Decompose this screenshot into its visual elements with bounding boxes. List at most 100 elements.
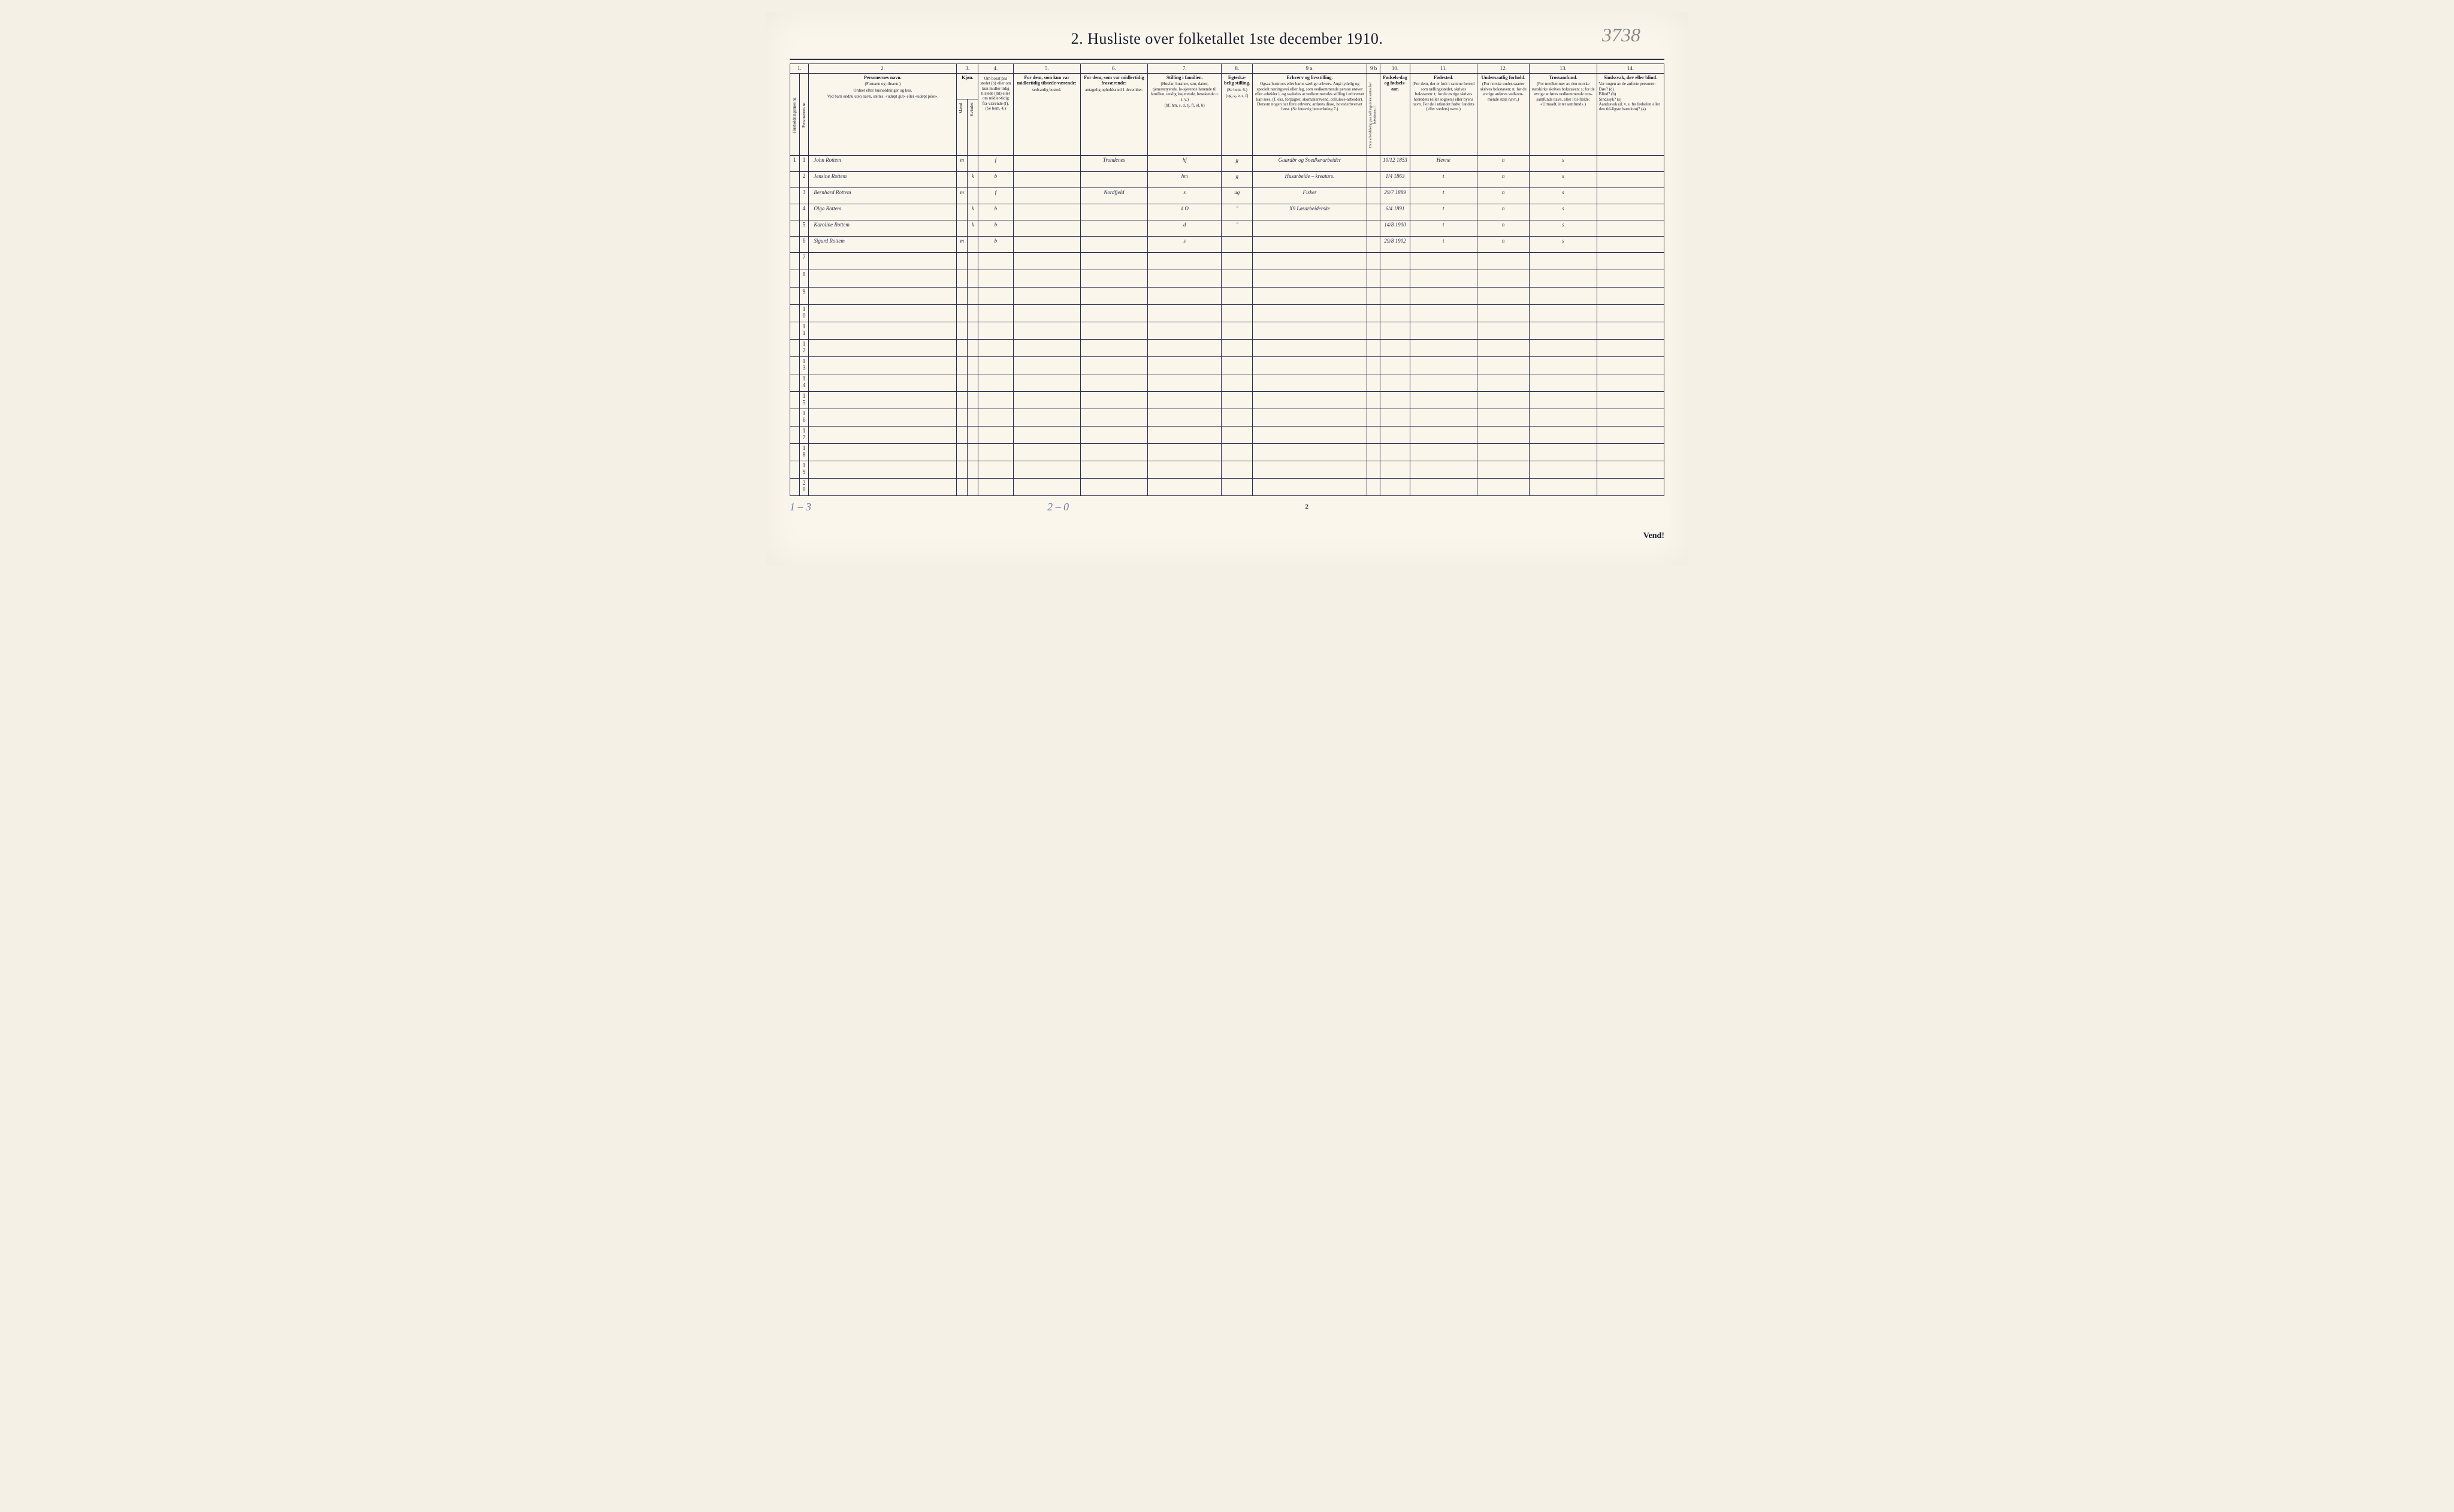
cell-empty (809, 252, 957, 270)
table-row-empty: 16 (790, 409, 1664, 426)
column-number-row: 1. 2. 3. 4. 5. 6. 7. 8. 9 a. 9 b 10. 11.… (790, 64, 1664, 74)
cell-c9b (1367, 204, 1380, 220)
census-table: 1. 2. 3. 4. 5. 6. 7. 8. 9 a. 9 b 10. 11.… (790, 63, 1664, 496)
cell-empty (968, 426, 978, 443)
cell-name: Karoline Rottem (809, 220, 957, 236)
cell-empty (1530, 252, 1597, 270)
table-row-empty: 10 (790, 304, 1664, 322)
cell-c9a: Husarbeide – kreaturs. (1253, 171, 1367, 188)
cell-empty (978, 322, 1013, 339)
col-birthdate: Fødsels-dag og fødsels-aar. (1380, 73, 1410, 155)
col-religion: Trossamfund. (For medlemmer av den norsk… (1530, 73, 1597, 155)
cell-empty (1597, 322, 1664, 339)
cell-empty (1253, 461, 1367, 478)
cell-empty (957, 374, 968, 391)
cell-empty: 14 (799, 374, 809, 391)
cell-empty (1222, 478, 1253, 495)
cell-c14 (1597, 204, 1664, 220)
cell-c7: s (1148, 188, 1222, 204)
cell-empty (957, 270, 968, 287)
cell-empty (1410, 374, 1477, 391)
cell-c6 (1080, 171, 1147, 188)
cell-c9b (1367, 236, 1380, 252)
cell-empty (1013, 443, 1080, 461)
cell-empty (1410, 252, 1477, 270)
cell-n: 3 (799, 188, 809, 204)
cell-empty (1597, 339, 1664, 356)
cell-empty (1148, 391, 1222, 409)
cell-empty (1380, 270, 1410, 287)
cell-empty (1477, 374, 1530, 391)
cell-m (957, 204, 968, 220)
colnum: 8. (1222, 64, 1253, 74)
cell-c12: n (1477, 155, 1530, 171)
cell-empty (1013, 426, 1080, 443)
col-household-nr: Husholdningernes nr. (790, 73, 800, 155)
col-marital: Egteska-belig stilling. (Se bem. 6.) (ug… (1222, 73, 1253, 155)
cell-empty (1477, 461, 1530, 478)
cell-c13: s (1530, 220, 1597, 236)
cell-empty (1477, 270, 1530, 287)
cell-c9a: Gaardbr og Snedkerarbeider (1253, 155, 1367, 171)
cell-empty (978, 270, 1013, 287)
cell-c5 (1013, 155, 1080, 171)
cell-c13: s (1530, 204, 1597, 220)
cell-empty (957, 287, 968, 304)
cell-empty (978, 426, 1013, 443)
cell-empty (968, 252, 978, 270)
cell-empty (1597, 304, 1664, 322)
cell-c7: hm (1148, 171, 1222, 188)
cell-c6: Nordfjeld (1080, 188, 1147, 204)
cell-empty (1253, 322, 1367, 339)
table-header: 1. 2. 3. 4. 5. 6. 7. 8. 9 a. 9 b 10. 11.… (790, 64, 1664, 156)
table-row-empty: 17 (790, 426, 1664, 443)
cell-empty (1253, 374, 1367, 391)
cell-empty (1367, 374, 1380, 391)
cell-empty (1222, 443, 1253, 461)
cell-empty (957, 356, 968, 374)
cell-empty: 7 (799, 252, 809, 270)
cell-name: Olga Rottem (809, 204, 957, 220)
cell-empty (978, 409, 1013, 426)
cell-empty (1530, 426, 1597, 443)
table-row-empty: 20 (790, 478, 1664, 495)
cell-empty (1380, 478, 1410, 495)
col-resident: Om bosat paa stedet (b) eller om kun mid… (978, 73, 1013, 155)
cell-bf: f (978, 188, 1013, 204)
cell-empty (1080, 409, 1147, 426)
census-page: 3738 2. Husliste over folketallet 1ste d… (766, 12, 1688, 565)
colnum: 3. (957, 64, 978, 74)
cell-empty (1530, 304, 1597, 322)
cell-bf: f (978, 155, 1013, 171)
cell-c10: 10/12 1853 (1380, 155, 1410, 171)
cell-empty (809, 287, 957, 304)
cell-empty (1080, 339, 1147, 356)
cell-empty (1253, 478, 1367, 495)
cell-empty (1597, 374, 1664, 391)
cell-empty (1253, 287, 1367, 304)
cell-empty (1367, 287, 1380, 304)
colnum: 9 b (1367, 64, 1380, 74)
cell-empty (1530, 270, 1597, 287)
cell-empty (790, 287, 800, 304)
cell-empty: 15 (799, 391, 809, 409)
cell-empty (1367, 443, 1380, 461)
cell-c8: g (1222, 171, 1253, 188)
title-rule (790, 59, 1664, 60)
cell-empty (1380, 426, 1410, 443)
cell-c13: s (1530, 171, 1597, 188)
cell-empty (1253, 270, 1367, 287)
cell-name: Jensine Rottem (809, 171, 957, 188)
cell-empty (1380, 409, 1410, 426)
colnum: 4. (978, 64, 1013, 74)
cell-empty (1530, 478, 1597, 495)
cell-m (957, 171, 968, 188)
col-family-position: Stilling i familien. (Husfar, husmor, sø… (1148, 73, 1222, 155)
cell-empty (1253, 426, 1367, 443)
cell-c9a (1253, 236, 1367, 252)
cell-empty (1253, 409, 1367, 426)
cell-empty (957, 339, 968, 356)
cell-empty: 10 (799, 304, 809, 322)
cell-n: 1 (799, 155, 809, 171)
cell-empty (1253, 391, 1367, 409)
